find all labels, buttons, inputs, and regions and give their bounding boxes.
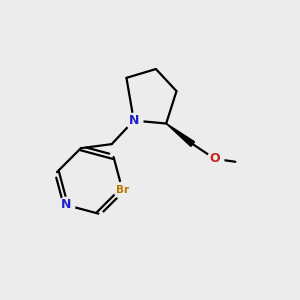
Text: Br: Br: [116, 185, 129, 195]
Text: O: O: [209, 152, 220, 165]
Text: N: N: [129, 114, 139, 127]
Text: N: N: [61, 198, 71, 212]
Polygon shape: [166, 124, 194, 146]
